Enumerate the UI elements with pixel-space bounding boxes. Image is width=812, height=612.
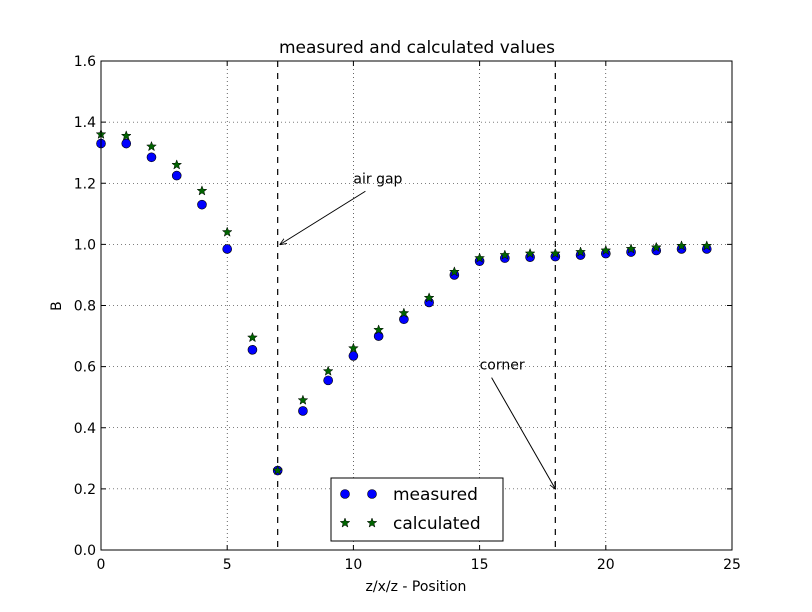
legend-marker <box>339 517 351 528</box>
legend-marker <box>366 517 378 528</box>
annotation-label: corner <box>480 358 525 374</box>
calculated-point <box>196 185 208 196</box>
y-tick-label: 1.4 <box>74 115 96 131</box>
calculated-point <box>347 342 359 353</box>
y-tick-label: 0.4 <box>74 421 96 437</box>
calculated-point <box>297 394 309 405</box>
calculated-point <box>322 365 334 376</box>
calculated-point <box>448 266 460 277</box>
plot-frame <box>100 60 733 551</box>
calculated-point <box>423 292 435 303</box>
calculated-point <box>171 159 183 170</box>
calculated-point <box>524 247 536 259</box>
calculated-point <box>600 244 612 256</box>
calculated-point <box>575 246 587 257</box>
y-tick-label: 1.2 <box>74 176 96 192</box>
calculated-point <box>398 307 410 318</box>
legend-marker <box>367 489 377 499</box>
x-tick-label: 0 <box>97 557 106 573</box>
annotation-arrow <box>491 377 556 489</box>
calculated-point <box>650 241 662 253</box>
calculated-point <box>474 252 486 263</box>
chart-title: measured and calculated values <box>279 38 555 58</box>
calculated-point <box>221 226 233 237</box>
y-tick-label: 0.2 <box>74 482 96 498</box>
calculated-point <box>625 243 637 254</box>
x-tick-label: 15 <box>471 557 489 573</box>
measured-point <box>323 375 333 386</box>
grid <box>100 60 733 551</box>
legend-box <box>330 477 504 542</box>
calculated-point <box>120 130 132 141</box>
calculated-point <box>549 247 561 259</box>
measured-point <box>197 199 207 210</box>
calculated-point <box>247 331 258 343</box>
legend: measured calculated <box>330 477 504 542</box>
annotation-label: air gap <box>353 171 402 187</box>
y-tick-label: 1.0 <box>74 237 96 253</box>
y-tick-label: 0.0 <box>74 543 96 559</box>
x-tick-label: 20 <box>597 557 615 573</box>
annotation-arrow <box>280 190 366 244</box>
y-tick-label: 1.6 <box>74 54 96 70</box>
calculated-point <box>701 240 713 251</box>
x-tick-label: 10 <box>344 557 362 573</box>
calculated-point <box>676 240 687 251</box>
measured-point <box>121 138 132 149</box>
y-tick-label: 0.6 <box>74 360 96 376</box>
measured-point <box>247 345 258 355</box>
legend-label: calculated <box>393 514 481 534</box>
measured-point <box>171 170 182 181</box>
y-tick-label: 0.8 <box>74 299 96 315</box>
x-tick-label: 25 <box>723 557 741 573</box>
x-axis-label: z/x/z - Position <box>366 579 467 595</box>
calculated-point <box>499 249 511 260</box>
axis-ticks: 0 5 10 15 20 25 0.0 0.2 0.4 0.6 0.8 1.0 1.2 1.4 1.6 <box>74 54 741 573</box>
calculated-point <box>146 140 157 152</box>
measured-point <box>222 244 232 254</box>
measured-point <box>298 406 308 416</box>
calculated-point <box>373 324 385 335</box>
measured-point <box>146 152 157 163</box>
measured-point <box>373 331 384 341</box>
measured-point <box>348 351 359 361</box>
y-axis-label: B <box>49 301 65 311</box>
legend-label: measured <box>393 485 478 505</box>
calculated-point <box>272 464 284 476</box>
data-marks <box>95 128 713 476</box>
annotations: air gap corner <box>280 171 555 489</box>
reference-lines <box>277 61 556 550</box>
x-tick-label: 5 <box>223 557 232 573</box>
legend-marker <box>340 489 350 499</box>
measured-point <box>399 314 409 325</box>
